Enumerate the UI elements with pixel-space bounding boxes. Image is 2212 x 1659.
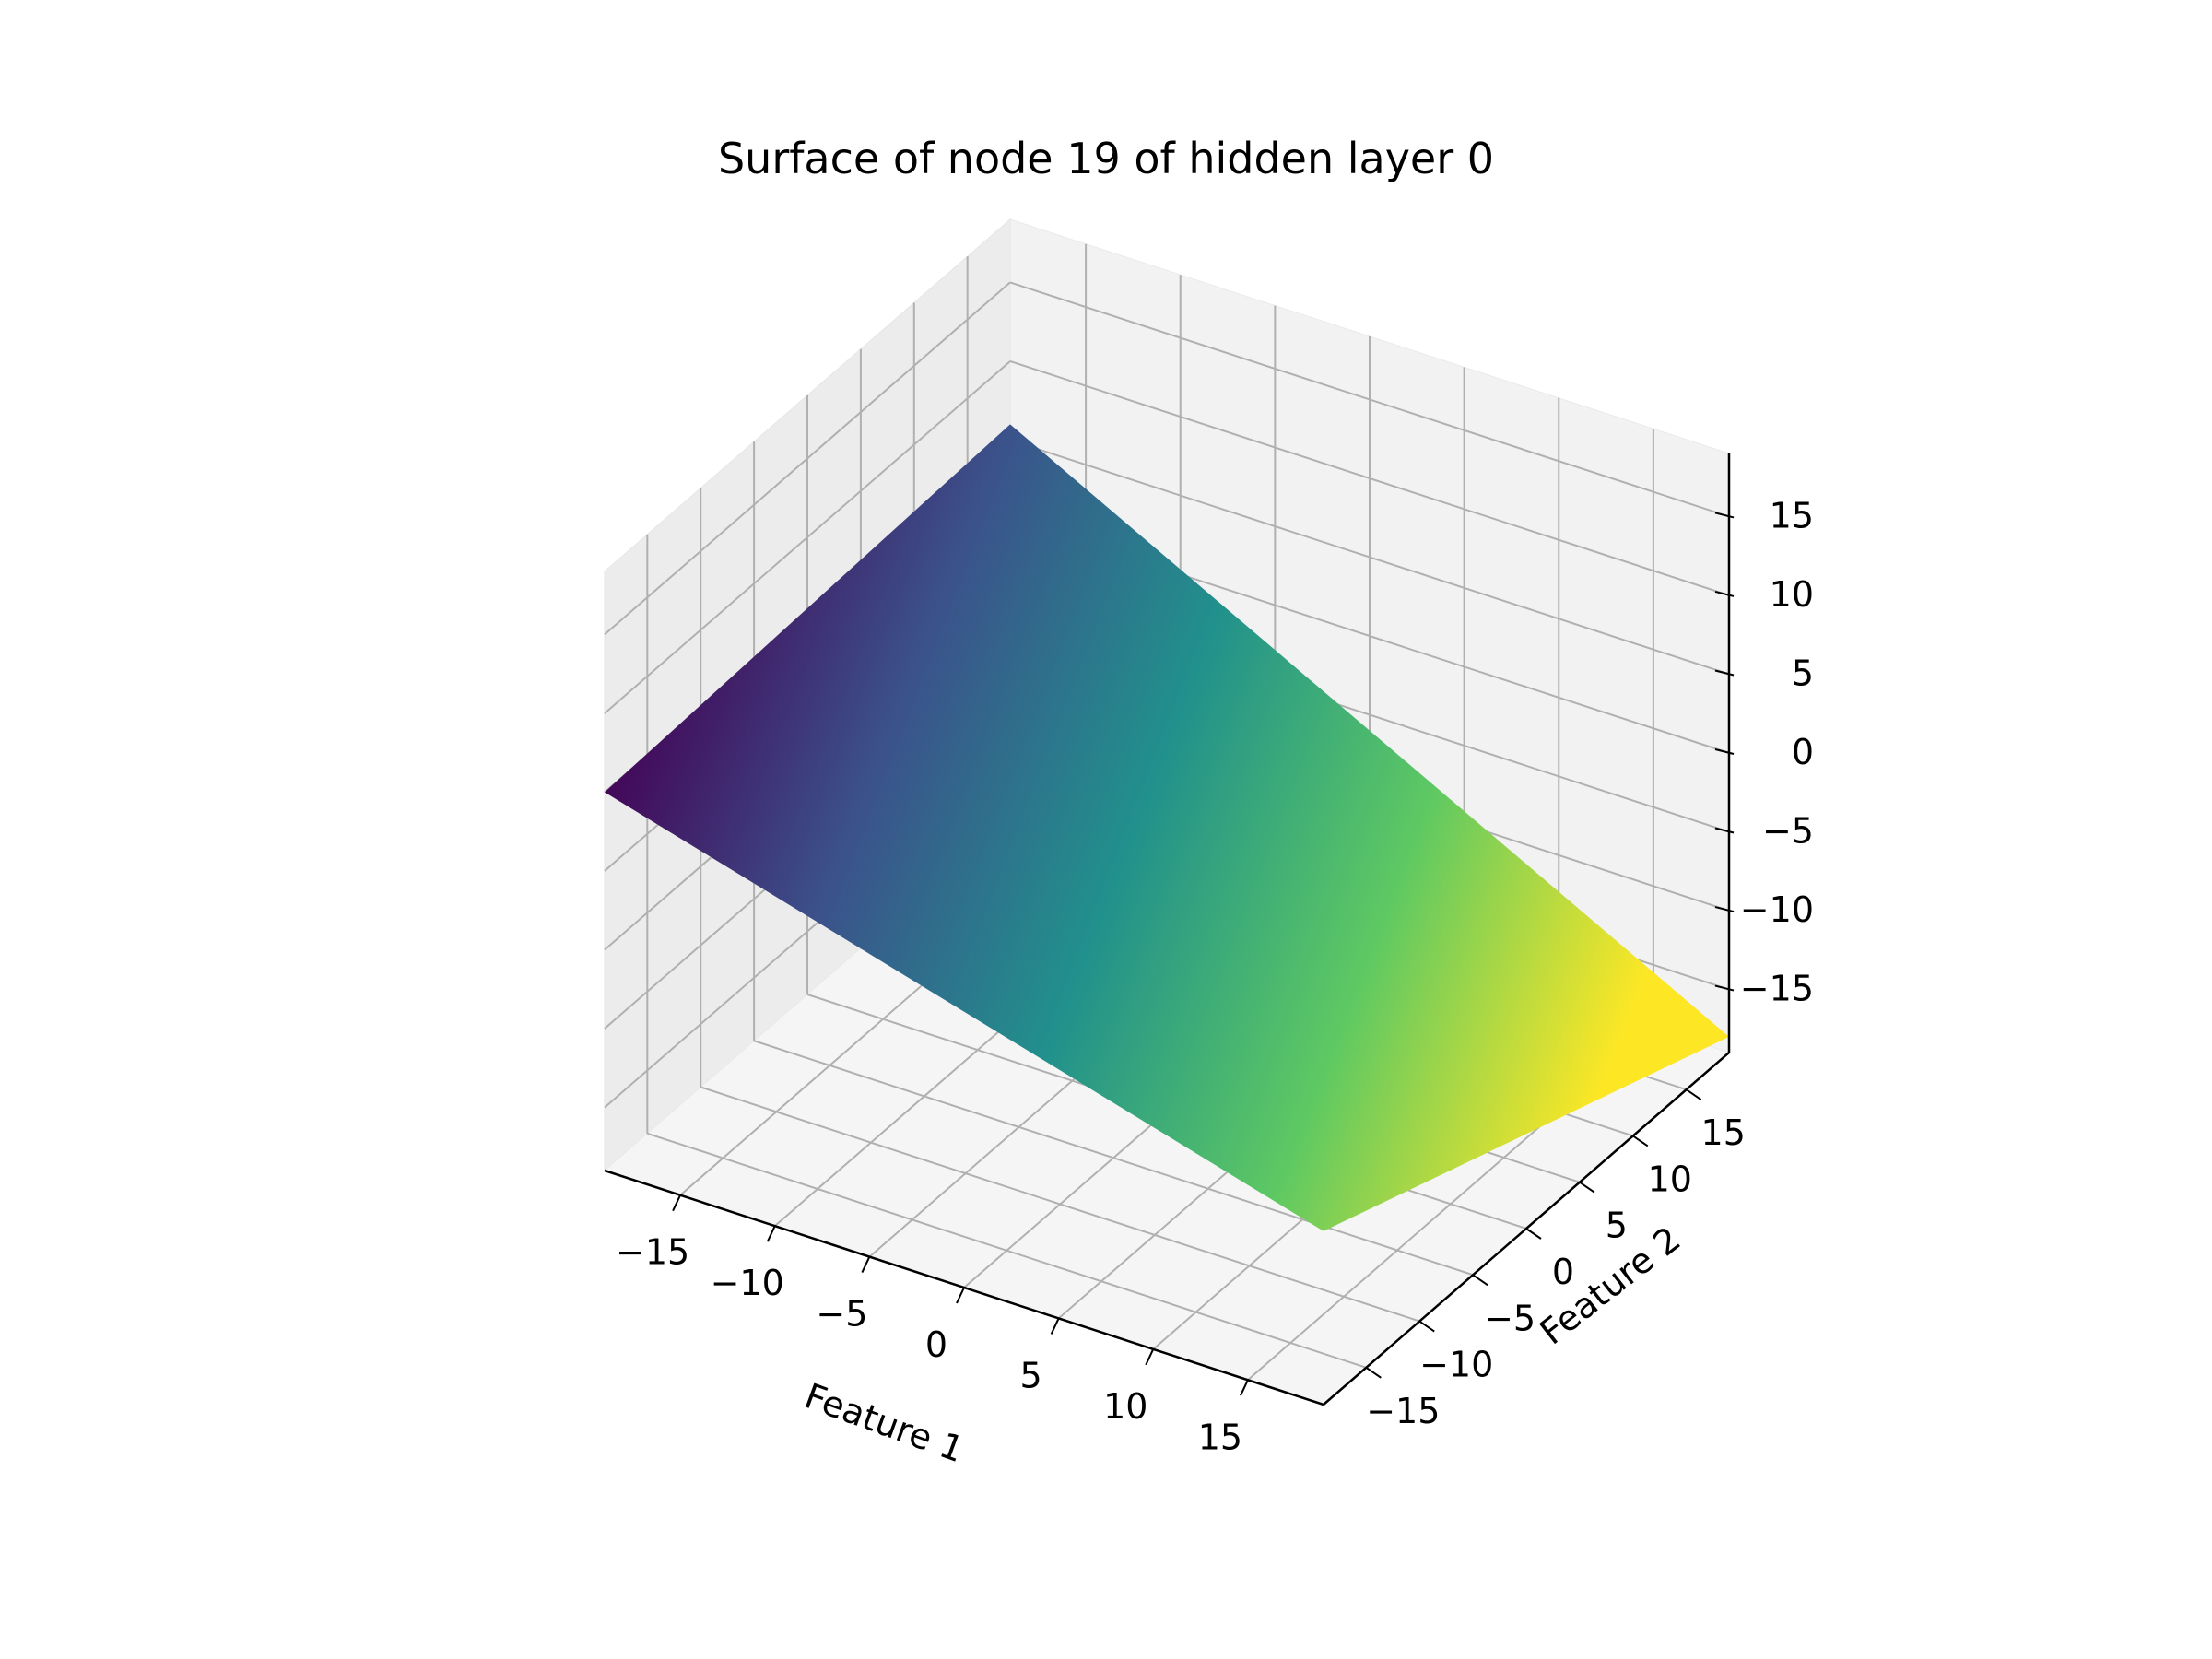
z-tick-label: −15 <box>1740 969 1814 1009</box>
x-tick-label: −15 <box>616 1232 689 1273</box>
y-grid-line <box>753 1040 1474 1277</box>
y-tick <box>1365 1366 1382 1379</box>
z-tick-label: −10 <box>1740 889 1814 930</box>
tick-labels: −15−10−5051015−15−10−5051015−15−10−50510… <box>616 495 1814 1457</box>
y-tick <box>1418 1320 1435 1333</box>
z-tick <box>1714 590 1735 597</box>
z-tick-label: 0 <box>1792 732 1814 772</box>
x-tick <box>861 1256 871 1274</box>
z-grid-line <box>1009 281 1730 518</box>
x-tick-label: 0 <box>925 1324 947 1365</box>
surface-plot <box>605 424 1729 1231</box>
tick-marks <box>672 512 1735 1396</box>
y-tick-label: −5 <box>1484 1298 1535 1338</box>
z-tick <box>1714 984 1735 992</box>
z-grid-line <box>1009 439 1730 676</box>
z-tick <box>1714 669 1735 677</box>
z-tick <box>1714 906 1735 913</box>
z-tick-label: 15 <box>1770 495 1814 535</box>
y-tick-label: −15 <box>1366 1391 1440 1431</box>
x-tick <box>1050 1317 1060 1335</box>
y-tick-label: 10 <box>1648 1159 1692 1200</box>
x-tick <box>766 1225 776 1242</box>
x-tick-label: −5 <box>816 1294 867 1335</box>
z-grid-line <box>1009 359 1730 596</box>
y-tick <box>1686 1088 1702 1101</box>
x-tick <box>1239 1379 1249 1396</box>
y-grid-line <box>647 1132 1367 1369</box>
y-tick <box>1525 1228 1542 1240</box>
y-tick <box>1632 1135 1649 1147</box>
y-tick-label: −10 <box>1419 1345 1493 1385</box>
x-tick <box>956 1287 965 1304</box>
y-grid-line <box>700 1086 1420 1323</box>
x-tick-label: 15 <box>1198 1417 1242 1457</box>
x-axis-title: Feature 1 <box>799 1375 969 1470</box>
x-tick-label: 5 <box>1020 1355 1042 1395</box>
y-tick-label: 15 <box>1701 1112 1746 1153</box>
x-tick <box>1145 1348 1155 1366</box>
x-tick-label: 10 <box>1103 1386 1147 1427</box>
z-grid-line <box>604 281 1011 636</box>
z-tick <box>1714 512 1735 519</box>
z-tick-label: −5 <box>1762 811 1814 852</box>
z-tick-label: 5 <box>1792 653 1814 694</box>
y-tick <box>1472 1274 1488 1287</box>
x-tick-label: −10 <box>711 1263 784 1303</box>
y-tick-label: 5 <box>1606 1206 1628 1246</box>
z-tick <box>1714 827 1735 834</box>
z-tick <box>1714 748 1735 755</box>
surface-plane <box>605 424 1729 1231</box>
y-tick-label: 0 <box>1552 1252 1574 1292</box>
z-tick-label: 10 <box>1770 574 1814 615</box>
z-grid-line <box>604 360 1011 714</box>
y-tick <box>1579 1181 1595 1194</box>
x-tick <box>672 1194 682 1212</box>
chart-title: Surface of node 19 of hidden layer 0 <box>718 134 1494 183</box>
